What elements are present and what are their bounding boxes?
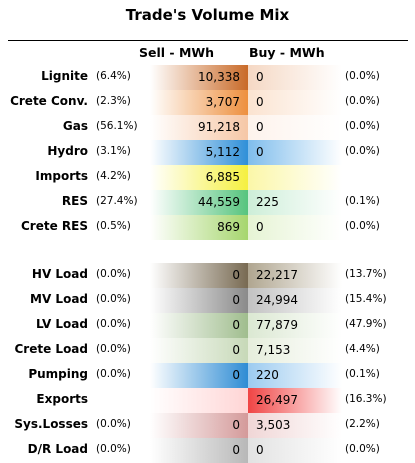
buy-share: (13.7%): [345, 268, 387, 280]
buy-share: (0.0%): [345, 120, 380, 132]
buy-share: (0.0%): [345, 145, 380, 157]
row-label: Imports: [35, 169, 88, 183]
sell-share: (0.0%): [96, 418, 131, 430]
row-label: MV Load: [30, 292, 88, 306]
sell-value-cell: 6,885: [150, 165, 248, 190]
sell-value-cell: 91,218: [150, 115, 248, 140]
mix-row: Exports 26,497 (16.3%): [0, 388, 415, 413]
row-label: Gas: [62, 119, 88, 133]
sell-share: (0.5%): [96, 220, 131, 232]
buy-value-cell: 0: [248, 215, 342, 240]
mix-row: HV Load (0.0%) 0 22,217 (13.7%): [0, 263, 415, 288]
sell-value-cell: [150, 388, 248, 413]
buy-share: (0.0%): [345, 70, 380, 82]
row-label: Crete Load: [14, 342, 89, 356]
mix-row: Hydro (3.1%) 5,112 0 (0.0%): [0, 140, 415, 165]
sell-value-cell: 0: [150, 288, 248, 313]
sell-share: (27.4%): [96, 195, 138, 207]
sell-share: (0.0%): [96, 293, 131, 305]
buy-value-cell: 0: [248, 115, 342, 140]
buy-value-cell: [248, 165, 342, 190]
buy-value-cell: 7,153: [248, 338, 342, 363]
sell-value-cell: 0: [150, 313, 248, 338]
buy-share: (16.3%): [345, 393, 387, 405]
buy-value-cell: 0: [248, 140, 342, 165]
buy-share: (0.1%): [345, 195, 380, 207]
sell-share: (0.0%): [96, 343, 131, 355]
mix-row: Sys.Losses (0.0%) 0 3,503 (2.2%): [0, 413, 415, 438]
buy-share: (0.0%): [345, 220, 380, 232]
buy-value-cell: 220: [248, 363, 342, 388]
mix-row: Crete Load (0.0%) 0 7,153 (4.4%): [0, 338, 415, 363]
mix-row: Lignite (6.4%) 10,338 0 (0.0%): [0, 65, 415, 90]
buy-value-cell: 0: [248, 438, 342, 463]
sell-column-header: Sell - MWh: [139, 45, 215, 60]
sell-share: (6.4%): [96, 70, 131, 82]
row-label: Pumping: [28, 367, 88, 381]
mix-row: Gas (56.1%) 91,218 0 (0.0%): [0, 115, 415, 140]
buy-value-cell: 77,879: [248, 313, 342, 338]
row-label: RES: [61, 194, 88, 208]
mix-row: LV Load (0.0%) 0 77,879 (47.9%): [0, 313, 415, 338]
mix-row: Pumping (0.0%) 0 220 (0.1%): [0, 363, 415, 388]
buy-value-cell: 3,503: [248, 413, 342, 438]
sell-share: (0.0%): [96, 318, 131, 330]
buy-value-cell: 26,497: [248, 388, 342, 413]
buy-value-cell: 24,994: [248, 288, 342, 313]
row-label: Exports: [36, 392, 88, 406]
mix-row: Crete RES (0.5%) 869 0 (0.0%): [0, 215, 415, 240]
title-divider: [8, 40, 408, 41]
buy-share: (47.9%): [345, 318, 387, 330]
row-label: Lignite: [41, 69, 88, 83]
row-label: Crete Conv.: [10, 94, 88, 108]
buy-share: (2.2%): [345, 418, 380, 430]
buy-share: (0.1%): [345, 368, 380, 380]
row-label: Hydro: [47, 144, 88, 158]
buy-value-cell: 22,217: [248, 263, 342, 288]
buy-value-cell: 0: [248, 65, 342, 90]
sell-share: (2.3%): [96, 95, 131, 107]
sell-share: (0.0%): [96, 268, 131, 280]
sell-value-cell: 0: [150, 363, 248, 388]
row-label: Sys.Losses: [14, 417, 88, 431]
sell-share: (4.2%): [96, 170, 131, 182]
sell-value-cell: 3,707: [150, 90, 248, 115]
sell-value-cell: 0: [150, 263, 248, 288]
sell-value-cell: 10,338: [150, 65, 248, 90]
sell-value-cell: 0: [150, 338, 248, 363]
sell-share: (0.0%): [96, 443, 131, 455]
mix-row: RES (27.4%) 44,559 225 (0.1%): [0, 190, 415, 215]
sell-value-cell: 44,559: [150, 190, 248, 215]
chart-title: Trade's Volume Mix: [125, 6, 290, 24]
sell-value-cell: 0: [150, 438, 248, 463]
row-label: LV Load: [35, 317, 88, 331]
sell-share: (3.1%): [96, 145, 131, 157]
buy-share: (4.4%): [345, 343, 380, 355]
row-label: Crete RES: [21, 219, 88, 233]
buy-column-header: Buy - MWh: [249, 45, 325, 60]
sell-share: (56.1%): [96, 120, 138, 132]
sell-value-cell: 5,112: [150, 140, 248, 165]
mix-row: Crete Conv. (2.3%) 3,707 0 (0.0%): [0, 90, 415, 115]
sell-share: (0.0%): [96, 368, 131, 380]
buy-value-cell: 225: [248, 190, 342, 215]
sell-value-cell: 0: [150, 413, 248, 438]
buy-share: (0.0%): [345, 443, 380, 455]
buy-share: (15.4%): [345, 293, 387, 305]
buy-value-cell: 0: [248, 90, 342, 115]
mix-row: D/R Load (0.0%) 0 0 (0.0%): [0, 438, 415, 463]
row-label: HV Load: [31, 267, 88, 281]
mix-row: MV Load (0.0%) 0 24,994 (15.4%): [0, 288, 415, 313]
row-label: D/R Load: [27, 442, 88, 456]
buy-share: (0.0%): [345, 95, 380, 107]
mix-row: Imports (4.2%) 6,885: [0, 165, 415, 190]
sell-value-cell: 869: [150, 215, 248, 240]
